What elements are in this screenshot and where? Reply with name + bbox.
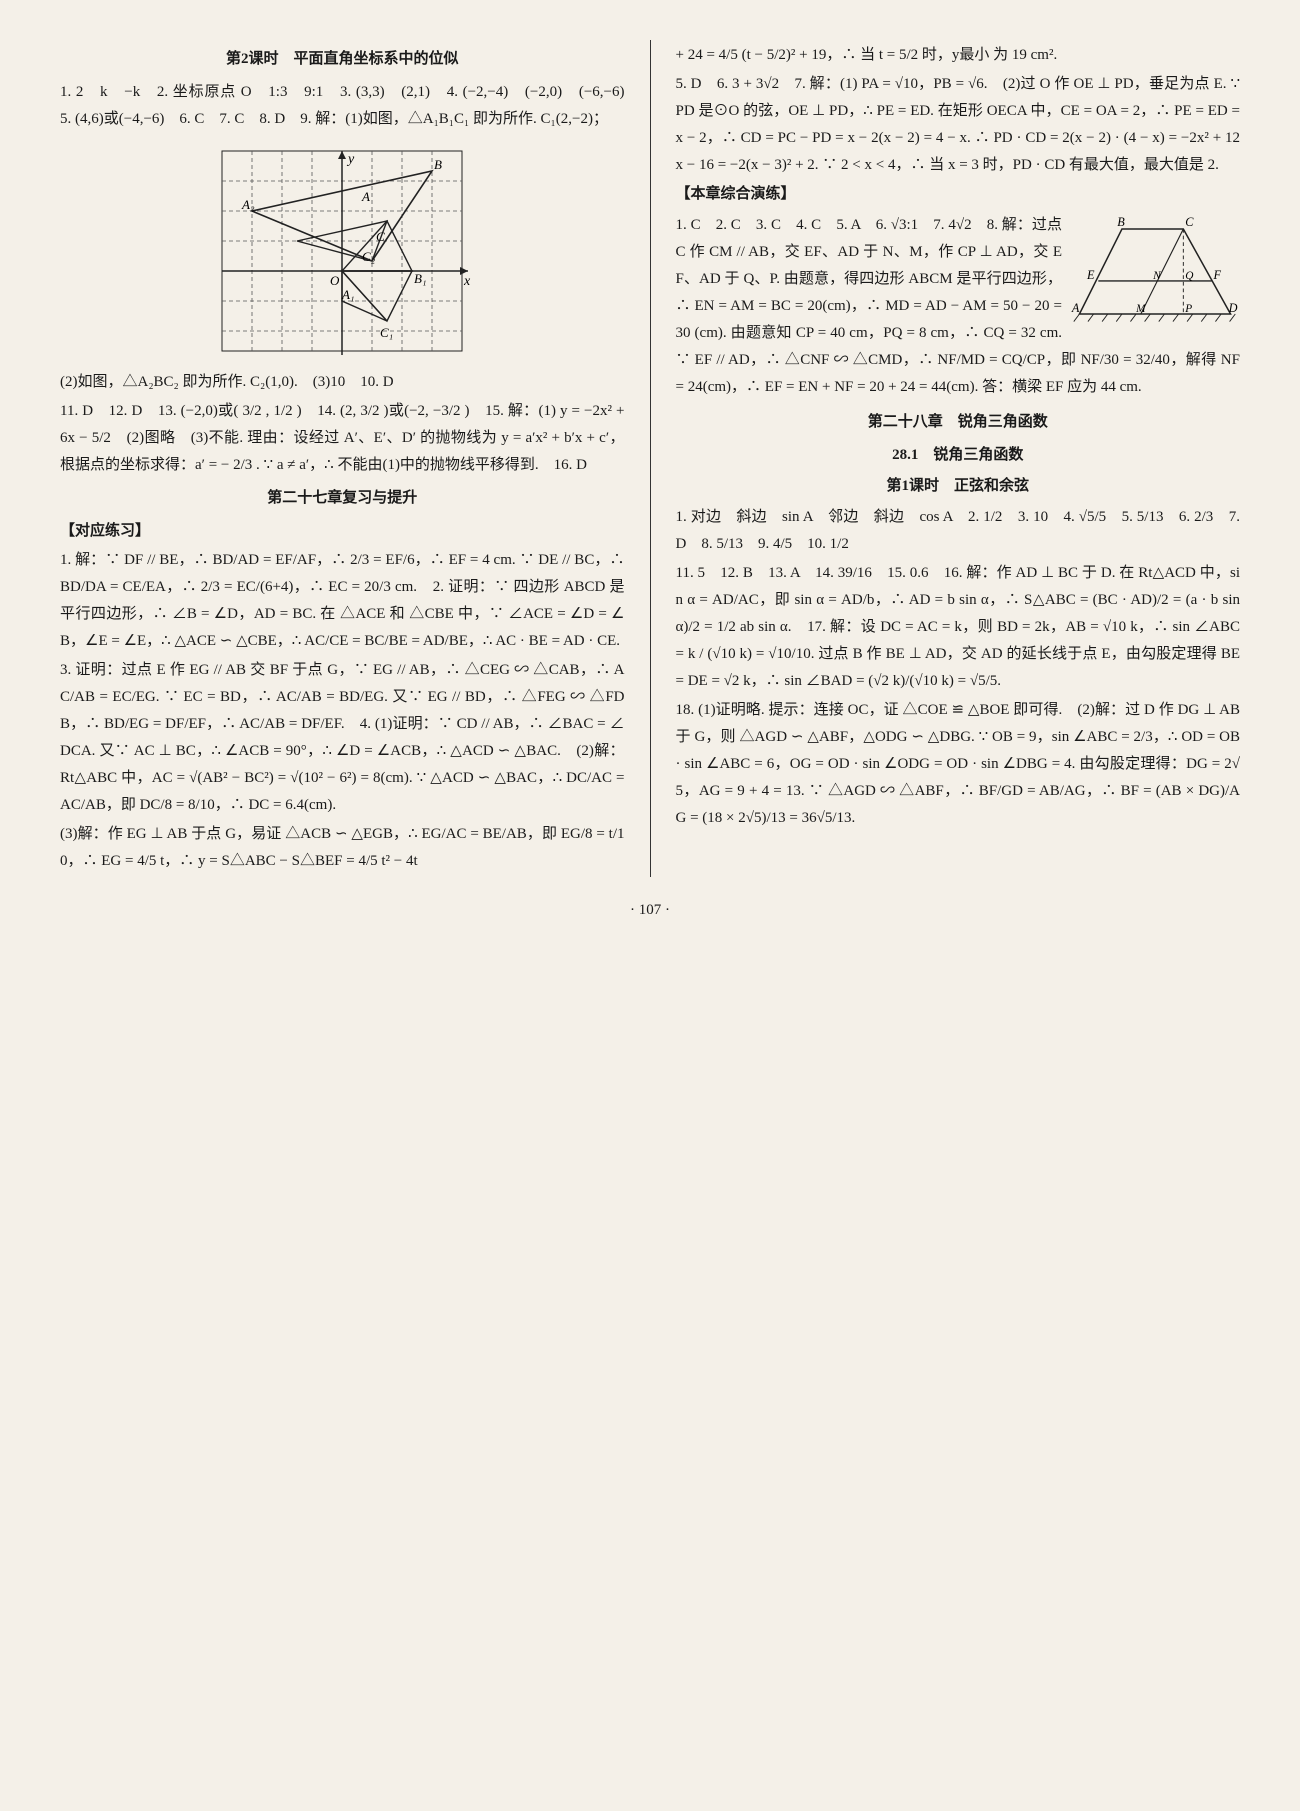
right-column: + 24 = 4/5 (t − 5/2)² + 19，∴ 当 t = 5/2 时… bbox=[676, 40, 1241, 877]
left-p2: (2)如图，△A₂BC₂ 即为所作. C₂(1,0). (3)10 10. D bbox=[60, 369, 625, 396]
left-column: 第2课时 平面直角坐标系中的位似 1. 2 k −k 2. 坐标原点 O 1:3… bbox=[60, 40, 625, 877]
right-title-1: 第二十八章 锐角三角函数 bbox=[676, 409, 1241, 436]
right-p1: + 24 = 4/5 (t − 5/2)² + 19，∴ 当 t = 5/2 时… bbox=[676, 42, 1241, 69]
trapezoid-diagram: B C E F A D M P N Q bbox=[1070, 214, 1240, 329]
left-p4: 1. 解：∵ DF // BE，∴ BD/AD = EF/AF，∴ 2/3 = … bbox=[60, 547, 625, 655]
left-title-1: 第2课时 平面直角坐标系中的位似 bbox=[60, 46, 625, 73]
page-number: · 107 · bbox=[60, 897, 1240, 924]
right-p2: 5. D 6. 3 + 3√2 7. 解：(1) PA = √10，PB = √… bbox=[676, 71, 1241, 179]
t-N: N bbox=[1152, 270, 1162, 282]
label-C2: C₂ bbox=[362, 249, 376, 264]
left-title-2: 第二十七章复习与提升 bbox=[60, 485, 625, 512]
label-B: B bbox=[434, 157, 442, 172]
right-bracket-1: 【本章综合演练】 bbox=[676, 181, 1241, 208]
label-B1: B₁ bbox=[414, 271, 426, 286]
t-Q: Q bbox=[1185, 270, 1193, 282]
left-p5: 3. 证明：过点 E 作 EG // AB 交 BF 于点 G，∵ EG // … bbox=[60, 657, 625, 819]
label-A1: A₁ bbox=[341, 287, 354, 302]
t-E: E bbox=[1086, 268, 1095, 282]
t-D: D bbox=[1228, 301, 1238, 315]
right-sub-1: 28.1 锐角三角函数 bbox=[676, 442, 1241, 469]
t-A: A bbox=[1071, 301, 1080, 315]
right-sub-2: 第1课时 正弦和余弦 bbox=[676, 473, 1241, 500]
t-B: B bbox=[1117, 215, 1125, 229]
t-P: P bbox=[1184, 303, 1192, 315]
label-A2: A₂ bbox=[241, 197, 255, 212]
left-p1: 1. 2 k −k 2. 坐标原点 O 1:3 9:1 3. (3,3) (2,… bbox=[60, 79, 625, 133]
origin-O: O bbox=[330, 273, 340, 288]
t-F: F bbox=[1213, 268, 1222, 282]
axis-x: x bbox=[463, 274, 471, 289]
label-C: C bbox=[376, 229, 385, 244]
page-columns: 第2课时 平面直角坐标系中的位似 1. 2 k −k 2. 坐标原点 O 1:3… bbox=[60, 40, 1240, 877]
axis-y: y bbox=[346, 152, 355, 167]
column-divider bbox=[650, 40, 651, 877]
right-p4: 1. 对边 斜边 sin A 邻边 斜边 cos A 2. 1/2 3. 10 … bbox=[676, 504, 1241, 558]
t-M: M bbox=[1135, 303, 1146, 315]
label-C1: C₁ bbox=[380, 325, 393, 340]
label-A: A bbox=[361, 189, 370, 204]
left-bracket-1: 【对应练习】 bbox=[60, 518, 625, 545]
right-p5: 11. 5 12. B 13. A 14. 39/16 15. 0.6 16. … bbox=[676, 560, 1241, 695]
left-p3: 11. D 12. D 13. (−2,0)或( 3/2 , 1/2 ) 14.… bbox=[60, 398, 625, 479]
right-p6: 18. (1)证明略. 提示：连接 OC，证 △COE ≌ △BOE 即可得. … bbox=[676, 697, 1241, 832]
coordinate-graph: y x O A B C A₂ C₂ A₁ B₁ C₁ bbox=[212, 141, 472, 361]
left-p6: (3)解：作 EG ⊥ AB 于点 G，易证 △ACB ∽ △EGB，∴ EG/… bbox=[60, 821, 625, 875]
t-C: C bbox=[1185, 215, 1194, 229]
